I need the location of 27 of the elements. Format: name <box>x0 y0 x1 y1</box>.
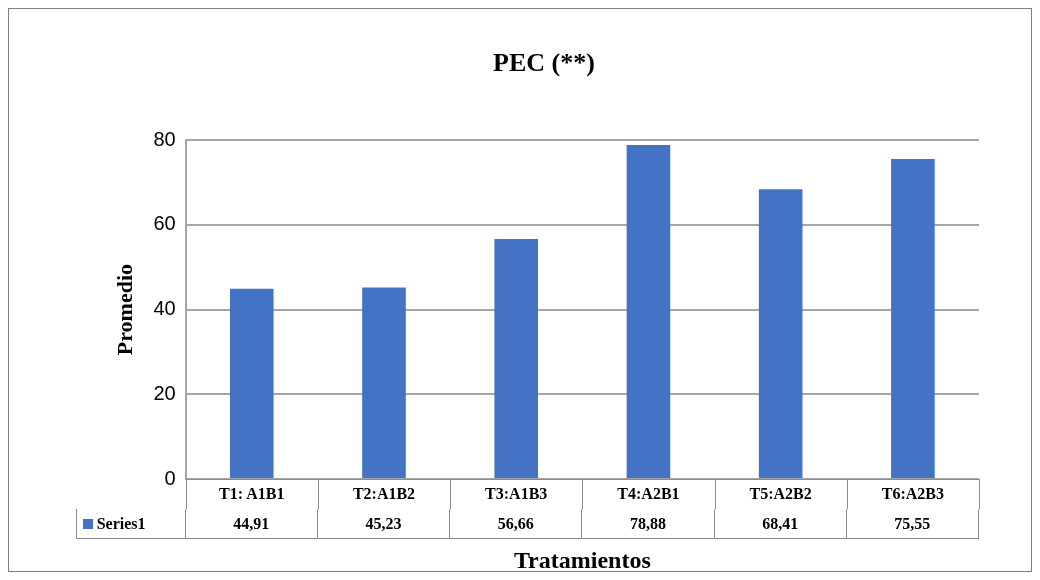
data-label: 56,66 <box>450 509 583 539</box>
data-label: 44,91 <box>185 509 318 539</box>
y-tick-label: 20 <box>153 381 176 404</box>
bar <box>891 159 935 478</box>
x-tick-label: T4:A2B1 <box>617 484 680 502</box>
x-tick-label: T1: A1B1 <box>219 484 285 502</box>
data-label: 68,41 <box>714 509 847 539</box>
y-tick-label: 0 <box>164 466 176 489</box>
chart-title: PEC (**) <box>493 48 595 78</box>
y-tick-label: 60 <box>153 212 176 235</box>
data-label: 45,23 <box>317 509 451 539</box>
legend-label: Series1 <box>96 514 146 533</box>
x-tick-label: T6:A2B3 <box>881 484 944 502</box>
bar <box>362 287 406 478</box>
x-tick-label: T2:A1B2 <box>352 484 416 502</box>
bar <box>626 144 671 478</box>
x-axis-title: Tratamientos <box>512 547 652 574</box>
bar <box>758 189 803 478</box>
bar <box>229 288 274 478</box>
x-tick-label: T5:A2B2 <box>749 484 812 502</box>
y-tick-label: 40 <box>153 297 176 320</box>
data-label: 75,55 <box>846 509 979 539</box>
y-axis-title: Promedio <box>111 263 137 356</box>
data-label: 78,88 <box>582 509 715 539</box>
x-tick-label: T3:A1B3 <box>485 484 548 502</box>
bar <box>494 239 539 478</box>
y-tick-label: 80 <box>153 127 176 150</box>
